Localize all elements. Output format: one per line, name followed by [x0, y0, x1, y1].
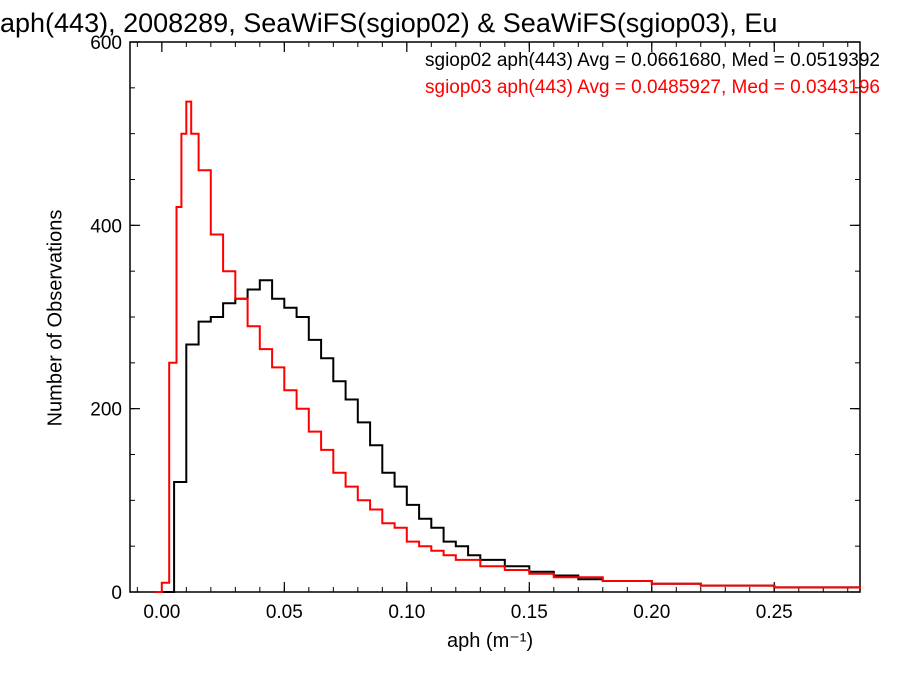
series-line-sgiop02 — [161, 279, 861, 593]
y-tick-label: 400 — [90, 216, 122, 237]
x-tick-label: 0.00 — [143, 602, 180, 623]
legend-sgiop02: sgiop02 aph(443) Avg = 0.0661680, Med = … — [425, 50, 880, 71]
x-tick-label: 0.20 — [633, 602, 670, 623]
chart-title: aph(443), 2008289, SeaWiFS(sgiop02) & Se… — [0, 8, 778, 38]
x-tick-label: 0.25 — [756, 602, 793, 623]
y-axis-label: Number of Observations — [44, 209, 67, 427]
x-tick-label: 0.05 — [266, 602, 303, 623]
y-tick-label: 200 — [90, 400, 122, 421]
series-lines — [154, 100, 861, 593]
x-axis-label: aph (m⁻¹) — [447, 630, 534, 652]
plot-frame — [129, 41, 861, 593]
y-tick-label: 600 — [90, 33, 122, 54]
x-tick-label: 0.10 — [388, 602, 425, 623]
legend-sgiop03: sgiop03 aph(443) Avg = 0.0485927, Med = … — [425, 77, 880, 98]
axis-ticks: 0.00 0.05 0.10 0.15 0.20 0.25 0 200 400 600 — [90, 33, 860, 623]
x-tick-label: 0.15 — [511, 602, 548, 623]
y-tick-label: 0 — [111, 583, 122, 604]
series-line-sgiop03 — [154, 100, 861, 593]
